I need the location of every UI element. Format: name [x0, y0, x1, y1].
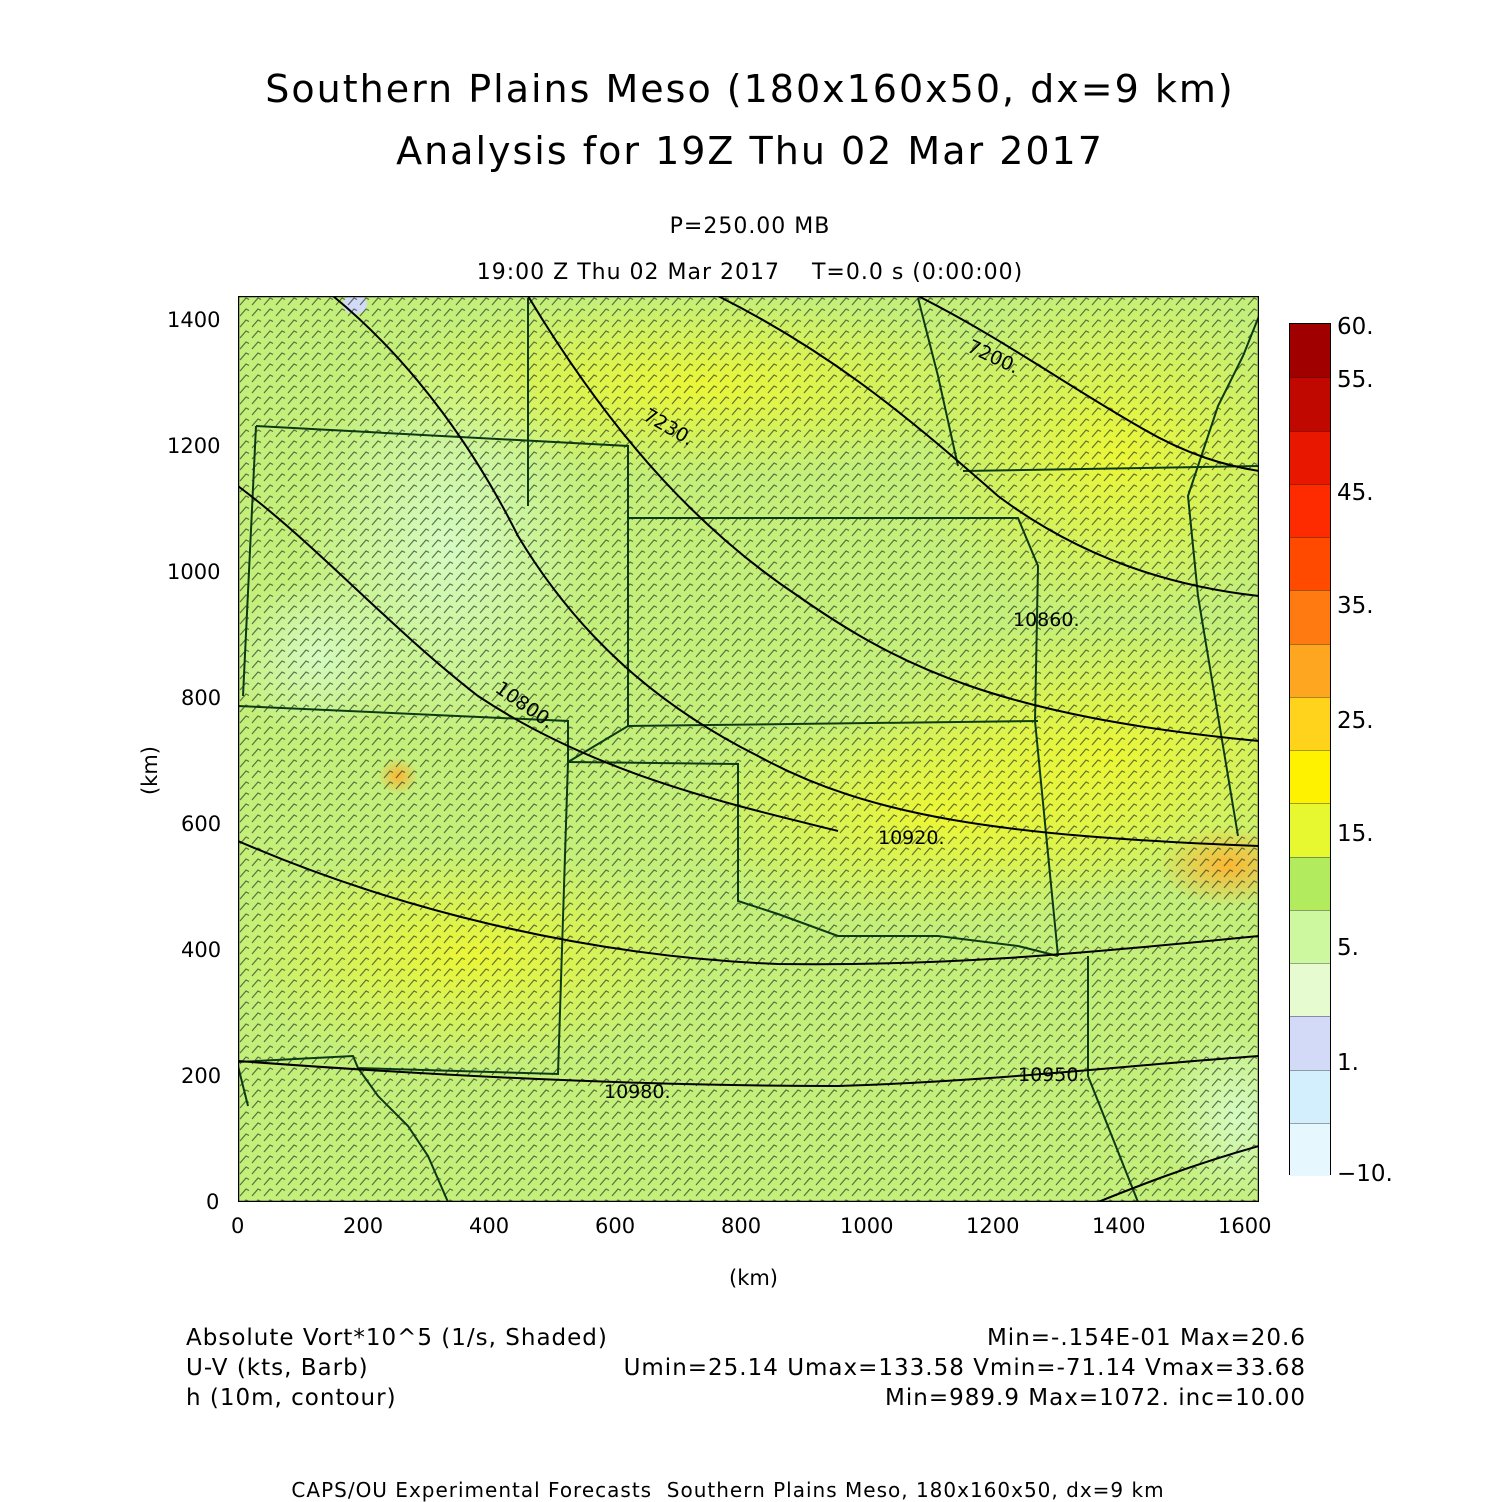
- colorbar-segment: [1290, 1122, 1330, 1176]
- contour-label: 10860.: [1013, 609, 1079, 631]
- colorbar-label: 15.: [1337, 821, 1374, 847]
- contour-label: 10980.: [604, 1081, 670, 1103]
- colorbar-segment: [1290, 377, 1330, 431]
- x-tick-label: 800: [721, 1214, 762, 1238]
- y-tick-label: 200: [181, 1064, 222, 1088]
- valid-time-label: 19:00 Z Thu 02 Mar 2017 T=0.0 s (0:00:00…: [476, 260, 1024, 285]
- y-tick-label: 1400: [167, 308, 221, 332]
- colorbar-segment: [1290, 430, 1330, 484]
- field1-stats: Min=-.154E-01 Max=20.6: [986, 1325, 1306, 1351]
- x-axis-label: (km): [729, 1266, 779, 1290]
- y-tick-label: 0: [206, 1190, 220, 1214]
- map-title-line1: Southern Plains Meso (180x160x50, dx=9 k…: [265, 67, 1235, 111]
- y-axis-label: (km): [138, 745, 163, 796]
- pressure-level-label: P=250.00 MB: [669, 214, 831, 239]
- colorbar-label: −10.: [1337, 1161, 1393, 1187]
- colorbar-segment: [1290, 324, 1330, 378]
- colorbar-segment: [1290, 696, 1330, 750]
- field2-stats: Umin=25.14 Umax=133.58 Vmin=-71.14 Vmax=…: [623, 1355, 1306, 1381]
- colorbar-label: 5.: [1337, 935, 1359, 961]
- colorbar-segment: [1290, 643, 1330, 697]
- colorbar-segment: [1290, 909, 1330, 963]
- contour-label: 10920.: [878, 827, 944, 849]
- field3-name: h (10m, contour): [186, 1385, 397, 1411]
- colorbar-segment: [1290, 856, 1330, 910]
- field1-name: Absolute Vort*10^5 (1/s, Shaded): [186, 1325, 608, 1351]
- colorbar-segment: [1290, 483, 1330, 537]
- colorbar-segment: [1290, 590, 1330, 644]
- x-tick-label: 1200: [966, 1214, 1020, 1238]
- y-tick-label: 800: [181, 686, 222, 710]
- colorbar-segment: [1290, 803, 1330, 857]
- x-tick-label: 1400: [1092, 1214, 1146, 1238]
- credit-line: CAPS/OU Experimental Forecasts Southern …: [291, 1478, 1165, 1502]
- y-tick-label: 400: [181, 938, 222, 962]
- colorbar-label: 25.: [1337, 708, 1374, 734]
- x-tick-label: 1600: [1218, 1214, 1272, 1238]
- colorbar-label: 55.: [1337, 367, 1374, 393]
- plot-frame: [238, 296, 1259, 1202]
- x-tick-label: 1000: [840, 1214, 894, 1238]
- map-title-line2: Analysis for 19Z Thu 02 Mar 2017: [396, 129, 1104, 173]
- colorbar-segment: [1290, 963, 1330, 1017]
- x-tick-label: 200: [343, 1214, 384, 1238]
- state-borders: [238, 297, 1259, 1202]
- vorticity-map: 7200. 7230. 10800. 10860. 10920. 10980. …: [238, 296, 1259, 1202]
- colorbar-segment: [1290, 1069, 1330, 1123]
- y-tick-label: 1000: [167, 560, 221, 584]
- height-contours: [238, 296, 1259, 1202]
- y-tick-label: 600: [181, 812, 222, 836]
- color-scale-bar: [1289, 323, 1331, 1176]
- colorbar-label: 35.: [1337, 593, 1374, 619]
- colorbar-segment: [1290, 750, 1330, 804]
- contour-label: 10950.: [1018, 1064, 1084, 1086]
- x-tick-label: 400: [469, 1214, 510, 1238]
- x-tick-label: 0: [231, 1214, 245, 1238]
- x-tick-label: 600: [595, 1214, 636, 1238]
- y-tick-label: 1200: [167, 434, 221, 458]
- colorbar-segment: [1290, 1016, 1330, 1070]
- wind-barbs: [238, 296, 1259, 1202]
- field2-name: U-V (kts, Barb): [186, 1355, 369, 1381]
- field3-stats: Min=989.9 Max=1072. inc=10.00: [885, 1385, 1306, 1411]
- colorbar-label: 60.: [1337, 314, 1374, 340]
- colorbar-label: 45.: [1337, 480, 1374, 506]
- colorbar-label: 1.: [1337, 1050, 1359, 1076]
- colorbar-segment: [1290, 537, 1330, 591]
